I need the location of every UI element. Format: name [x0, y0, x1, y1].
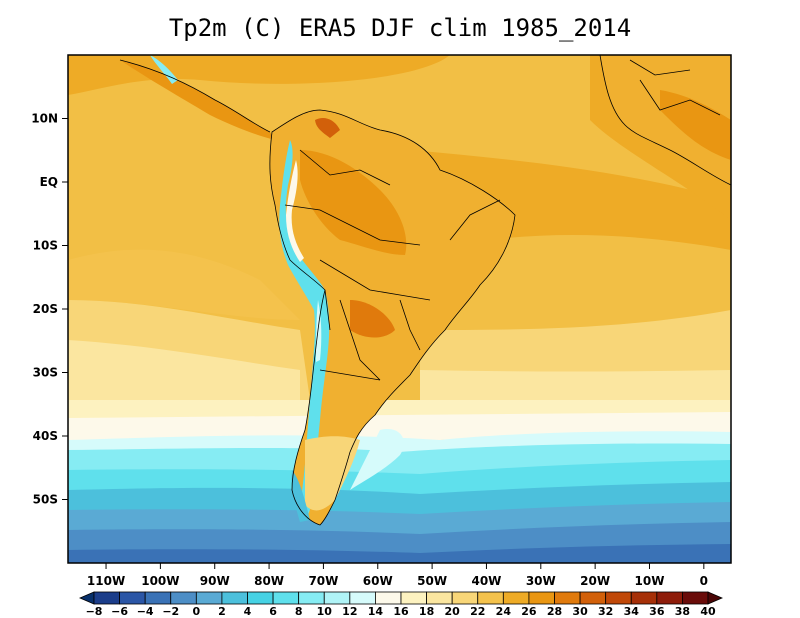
- lon-tick-label: 110W: [87, 574, 125, 588]
- lat-tick-label: 10N: [31, 112, 58, 126]
- longitude-axis: 110W 100W 90W 80W 70W 60W 50W 40W 30W 20W 10W 0: [87, 563, 708, 588]
- lon-tick-label: 40W: [471, 574, 501, 588]
- colorbar-label: −4: [137, 605, 154, 618]
- colorbar-swatch: [298, 591, 325, 605]
- colorbar-label: 0: [193, 605, 201, 618]
- colorbar-label: 18: [419, 605, 434, 618]
- colorbar-swatch: [375, 591, 402, 605]
- colorbar-label: 20: [445, 605, 461, 618]
- colorbar-swatch: [528, 591, 555, 605]
- andes-ridge: [279, 140, 330, 515]
- colorbar-label: 28: [547, 605, 562, 618]
- colorbar-swatch: [247, 591, 274, 605]
- colorbar-swatch: [93, 591, 120, 605]
- colorbar-label: 6: [269, 605, 277, 618]
- colorbar-label: 2: [218, 605, 226, 618]
- lat-tick-label: 10S: [33, 239, 58, 253]
- colorbar-label: 32: [598, 605, 613, 618]
- colorbar-swatch: [221, 591, 248, 605]
- colorbar-label: 40: [700, 605, 716, 618]
- lon-tick-label: 70W: [308, 574, 338, 588]
- lat-tick-label: 40S: [33, 429, 58, 443]
- lon-tick-label: 0: [700, 574, 708, 588]
- colorbar-swatch: [119, 591, 146, 605]
- colorbar-label: −2: [162, 605, 179, 618]
- lat-tick-label: EQ: [40, 175, 58, 189]
- temperature-field: [68, 55, 731, 563]
- latitude-axis: 10N EQ 10S 20S 30S 40S 50S: [31, 112, 68, 507]
- colorbar-swatch: [170, 591, 197, 605]
- colorbar-swatch: [426, 591, 453, 605]
- lon-tick-label: 20W: [580, 574, 610, 588]
- colorbar-swatch: [682, 591, 709, 605]
- colorbar-swatch: [451, 591, 479, 605]
- colorbar-label: 4: [244, 605, 252, 618]
- colorbar-swatch: [605, 591, 632, 605]
- colorbar-label: 8: [295, 605, 303, 618]
- colorbar-swatch: [349, 591, 376, 605]
- lat-tick-label: 30S: [33, 366, 58, 380]
- colorbar-label: 24: [496, 605, 512, 618]
- colorbar-label: 16: [393, 605, 409, 618]
- colorbar-swatch: [400, 591, 427, 605]
- colorbar-max-triangle: [707, 591, 724, 605]
- colorbar-swatch: [323, 591, 351, 605]
- coastline-borders: [119, 55, 731, 526]
- colorbar-swatch: [630, 591, 658, 605]
- lon-tick-label: 90W: [200, 574, 230, 588]
- colorbar-swatch: [477, 591, 504, 605]
- colorbar-swatch: [554, 591, 581, 605]
- colorbar-label: 38: [675, 605, 690, 618]
- lat-tick-label: 20S: [33, 302, 58, 316]
- colorbar-label: −6: [111, 605, 128, 618]
- lon-tick-label: 50W: [417, 574, 447, 588]
- colorbar-label: 26: [521, 605, 537, 618]
- colorbar-label: 36: [649, 605, 665, 618]
- colorbar-swatch: [502, 591, 530, 605]
- lon-tick-label: 80W: [254, 574, 284, 588]
- colorbar-swatch: [195, 591, 223, 605]
- colorbar-label: 34: [624, 605, 640, 618]
- colorbar-label: 22: [470, 605, 485, 618]
- colorbar-label: 14: [368, 605, 384, 618]
- colorbar-swatch: [144, 591, 172, 605]
- colorbar: −8 −6 −4 −2 0 2 4 6 8 10 12 14 16 18 20 22 24 26 28 30 32 34 3…: [78, 591, 724, 618]
- colorbar-swatch: [579, 591, 607, 605]
- colorbar-label: 12: [342, 605, 357, 618]
- colorbar-label: −8: [86, 605, 103, 618]
- colorbar-swatch: [656, 591, 683, 605]
- lon-tick-label: 30W: [526, 574, 556, 588]
- lat-tick-label: 50S: [33, 493, 58, 507]
- lon-tick-label: 60W: [363, 574, 393, 588]
- colorbar-swatch: [272, 591, 300, 605]
- lon-tick-label: 10W: [635, 574, 665, 588]
- map-title: Tp2m (C) ERA5 DJF clim 1985_2014: [168, 14, 632, 42]
- colorbar-label: 30: [572, 605, 588, 618]
- colorbar-label: 10: [317, 605, 333, 618]
- colorbar-min-triangle: [78, 591, 95, 605]
- lon-tick-label: 100W: [141, 574, 179, 588]
